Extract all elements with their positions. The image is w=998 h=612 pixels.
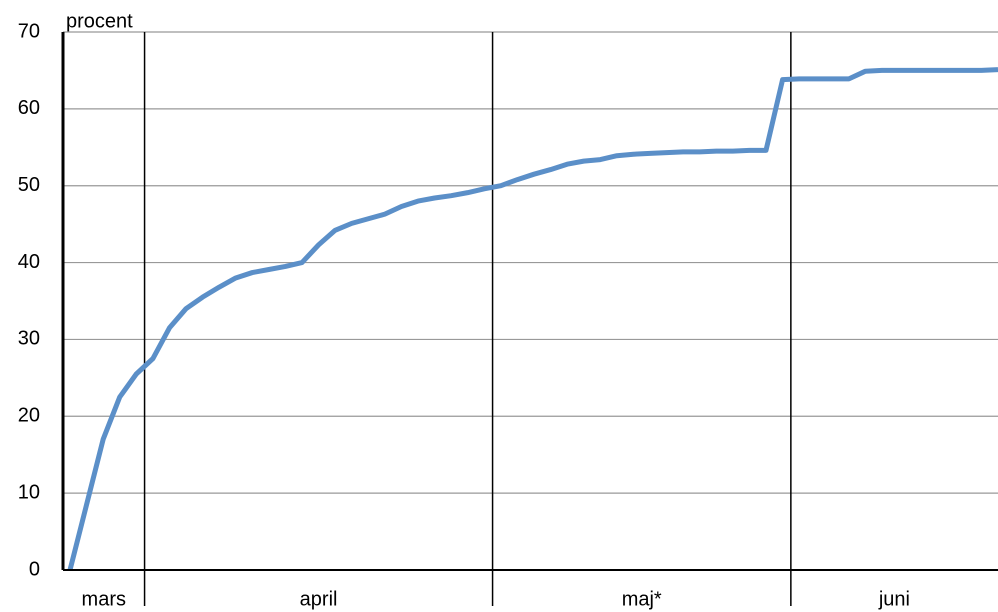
data-line <box>67 67 998 571</box>
x-group-label: maj* <box>622 588 662 610</box>
y-tick-label: 60 <box>18 97 40 119</box>
y-tick-label: 50 <box>18 174 40 196</box>
x-group-label: april <box>300 588 338 610</box>
y-tick-label: 20 <box>18 405 40 427</box>
y-tick-label: 70 <box>18 20 40 42</box>
x-group-label: mars <box>82 588 126 610</box>
y-axis-label: procent <box>66 10 133 32</box>
y-tick-label: 30 <box>18 328 40 350</box>
x-group-label: juni <box>878 588 910 610</box>
y-tick-label: 10 <box>18 481 40 503</box>
y-tick-label: 40 <box>18 251 40 273</box>
y-tick-label: 0 <box>29 558 40 580</box>
